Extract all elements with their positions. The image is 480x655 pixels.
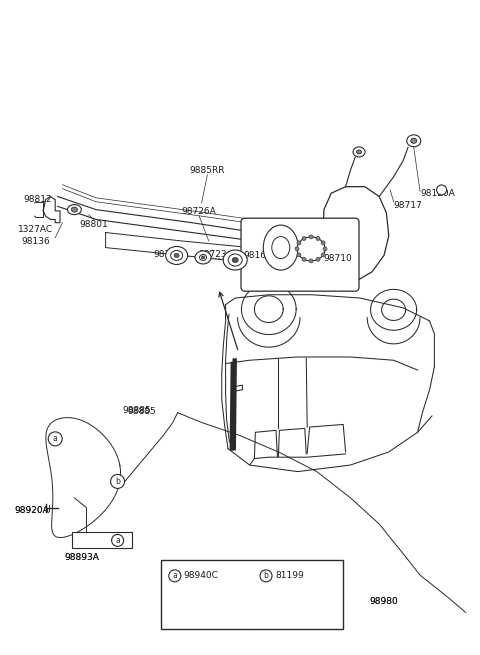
Ellipse shape <box>202 256 204 259</box>
Text: 81199: 81199 <box>275 571 304 580</box>
FancyBboxPatch shape <box>241 218 359 291</box>
Text: 98163B: 98163B <box>243 251 278 260</box>
Circle shape <box>316 236 320 240</box>
Circle shape <box>111 534 124 546</box>
Circle shape <box>321 241 325 245</box>
Text: b: b <box>264 571 268 580</box>
Circle shape <box>309 235 313 239</box>
Ellipse shape <box>67 204 82 215</box>
Ellipse shape <box>223 250 247 270</box>
Text: 98885: 98885 <box>127 407 156 416</box>
Circle shape <box>323 247 327 251</box>
Ellipse shape <box>166 246 188 265</box>
Text: 98885: 98885 <box>122 406 151 415</box>
Ellipse shape <box>297 237 325 261</box>
Ellipse shape <box>174 253 179 257</box>
Text: 98980: 98980 <box>370 597 398 607</box>
Ellipse shape <box>357 150 361 154</box>
Ellipse shape <box>272 236 290 259</box>
Circle shape <box>302 257 306 261</box>
Circle shape <box>297 253 301 257</box>
Text: 98980: 98980 <box>370 597 398 606</box>
Text: 98136: 98136 <box>22 236 50 246</box>
Circle shape <box>309 259 313 263</box>
Text: 98801: 98801 <box>79 219 108 229</box>
Ellipse shape <box>353 147 365 157</box>
Text: 9885RR: 9885RR <box>190 166 225 175</box>
Circle shape <box>48 432 62 446</box>
Text: 98723: 98723 <box>198 250 227 259</box>
Text: 98120A: 98120A <box>420 189 455 198</box>
Circle shape <box>110 474 125 489</box>
Circle shape <box>302 236 306 240</box>
Text: a: a <box>115 536 120 545</box>
Ellipse shape <box>171 250 182 261</box>
Ellipse shape <box>411 138 417 143</box>
Ellipse shape <box>228 254 242 266</box>
Ellipse shape <box>200 254 206 261</box>
Circle shape <box>169 570 181 582</box>
Bar <box>161 560 343 629</box>
Text: 98940C: 98940C <box>184 571 219 580</box>
Circle shape <box>297 241 301 245</box>
Text: 98920A: 98920A <box>14 506 49 515</box>
Text: 98920A: 98920A <box>14 506 49 515</box>
Ellipse shape <box>437 185 446 195</box>
Text: 98722A: 98722A <box>153 250 188 259</box>
Text: 1327AC: 1327AC <box>18 225 54 234</box>
Ellipse shape <box>196 610 206 616</box>
Text: 98710: 98710 <box>323 254 352 263</box>
Ellipse shape <box>195 251 211 264</box>
Text: a: a <box>172 571 177 580</box>
Circle shape <box>321 253 325 257</box>
Ellipse shape <box>232 257 238 263</box>
Text: 98893A: 98893A <box>64 553 99 562</box>
Text: 98726A: 98726A <box>182 207 216 216</box>
Ellipse shape <box>407 135 421 147</box>
Text: 98812: 98812 <box>23 195 52 204</box>
Circle shape <box>316 257 320 261</box>
Text: 98893A: 98893A <box>64 553 99 562</box>
Text: a: a <box>53 434 58 443</box>
Circle shape <box>295 247 299 251</box>
Ellipse shape <box>264 225 298 270</box>
Text: 98717: 98717 <box>394 201 422 210</box>
Bar <box>72 532 132 548</box>
Circle shape <box>260 570 272 582</box>
Text: b: b <box>115 477 120 486</box>
Ellipse shape <box>72 207 77 212</box>
